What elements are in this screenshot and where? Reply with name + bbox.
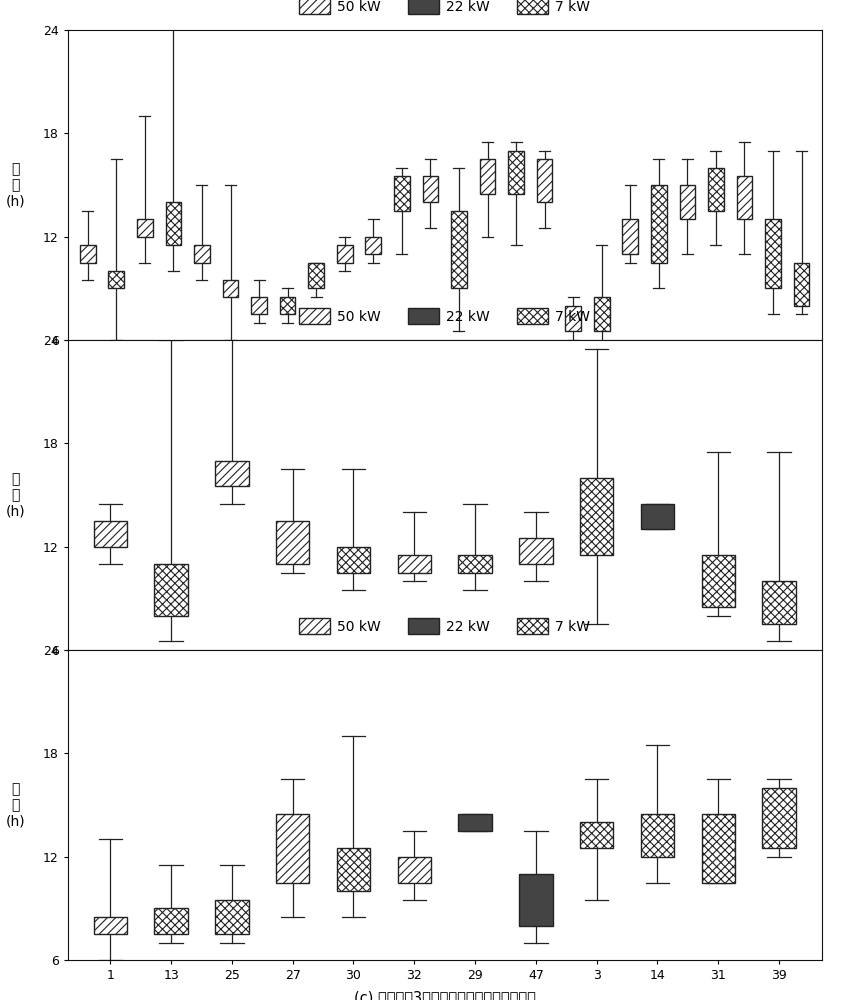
- Bar: [394, 176, 410, 211]
- Bar: [762, 788, 795, 848]
- Legend: 50 kW, 22 kW, 7 kW: 50 kW, 22 kW, 7 kW: [296, 305, 593, 327]
- Bar: [580, 822, 613, 848]
- Bar: [580, 478, 613, 555]
- Bar: [508, 151, 524, 194]
- Bar: [337, 547, 370, 572]
- Bar: [423, 176, 438, 202]
- Bar: [308, 263, 324, 288]
- Bar: [701, 814, 735, 882]
- Bar: [365, 237, 381, 254]
- Bar: [154, 908, 188, 934]
- Bar: [594, 297, 610, 331]
- Bar: [337, 245, 352, 263]
- Bar: [701, 555, 735, 607]
- Bar: [640, 814, 674, 857]
- Bar: [623, 219, 638, 254]
- Bar: [679, 185, 695, 219]
- Bar: [708, 168, 724, 211]
- Bar: [640, 504, 674, 529]
- Bar: [252, 297, 267, 314]
- Bar: [397, 555, 431, 572]
- Bar: [276, 521, 309, 564]
- Bar: [519, 538, 552, 564]
- Legend: 50 kW, 22 kW, 7 kW: 50 kW, 22 kW, 7 kW: [296, 0, 593, 17]
- Legend: 50 kW, 22 kW, 7 kW: 50 kW, 22 kW, 7 kW: [296, 615, 593, 637]
- Bar: [94, 521, 127, 547]
- Y-axis label: 时
间
(h): 时 间 (h): [5, 472, 25, 518]
- X-axis label: (b) 被安排到2号充电站充电的电动汽车索引: (b) 被安排到2号充电站充电的电动汽车索引: [353, 680, 536, 695]
- Bar: [794, 263, 810, 306]
- Bar: [80, 245, 96, 263]
- Bar: [397, 857, 431, 882]
- Bar: [519, 874, 552, 926]
- Bar: [762, 581, 795, 624]
- Bar: [565, 306, 581, 331]
- Bar: [458, 555, 492, 572]
- Bar: [765, 219, 781, 288]
- Bar: [154, 564, 188, 616]
- Bar: [458, 814, 492, 831]
- Y-axis label: 时
间
(h): 时 间 (h): [5, 162, 25, 208]
- Bar: [479, 159, 495, 194]
- Bar: [451, 211, 467, 288]
- Y-axis label: 时
间
(h): 时 间 (h): [5, 782, 25, 828]
- Bar: [537, 159, 552, 202]
- Bar: [651, 185, 667, 263]
- Bar: [215, 900, 249, 934]
- Bar: [223, 280, 238, 297]
- Bar: [194, 245, 210, 263]
- Bar: [137, 219, 152, 237]
- X-axis label: (c) 被安排到3号充电站充电的电动汽车索引: (c) 被安排到3号充电站充电的电动汽车索引: [354, 990, 535, 1000]
- Bar: [737, 176, 752, 219]
- Bar: [165, 202, 181, 245]
- Bar: [276, 814, 309, 882]
- Bar: [94, 917, 127, 934]
- Bar: [108, 271, 125, 288]
- Bar: [280, 297, 296, 314]
- Bar: [215, 461, 249, 486]
- Bar: [337, 848, 370, 891]
- X-axis label: (a) 被安排到1号充电站充电的电动汽车索引: (a) 被安排到1号充电站充电的电动汽车索引: [353, 370, 536, 385]
